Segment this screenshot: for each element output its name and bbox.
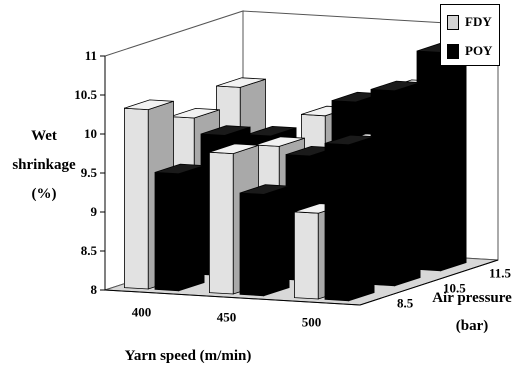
bar-poy	[370, 80, 421, 287]
z-axis-title-line1: Wet	[31, 128, 57, 144]
bar-top-face	[239, 184, 290, 195]
bar-front-face	[208, 151, 234, 295]
x-tick-label: 500	[302, 315, 322, 330]
bar-front-face	[154, 171, 180, 292]
y-tick-label: 8.5	[397, 296, 414, 311]
bar-poy	[154, 163, 205, 292]
y-axis-title-line1: Air pressure	[432, 290, 512, 306]
bar-front-face	[293, 211, 319, 300]
bar-top-face	[124, 99, 174, 111]
z-axis-title-line2: shrinkage	[12, 157, 76, 173]
bar-front-face	[324, 142, 350, 302]
z-tick-label: 9.5	[81, 165, 98, 180]
z-tick-label: 8	[91, 282, 98, 297]
legend-item-poy: POY	[447, 41, 492, 61]
x-axis-title: Yarn speed (m/min)	[125, 348, 252, 364]
bar-top-face	[370, 80, 421, 92]
bar-poy	[416, 42, 467, 272]
z-tick-label: 9	[91, 204, 98, 219]
bar-front-face	[239, 192, 265, 297]
bar-top-face	[170, 107, 220, 119]
legend-swatch-fdy	[447, 14, 459, 30]
ticks-layer: 8 8.5 9 9.5 10 10.5 11 400 450 500 8.5 10.5 11.5	[74, 48, 511, 330]
z-tick-label: 10	[84, 126, 97, 141]
bar-front-face	[370, 88, 396, 287]
bar-front-face	[124, 107, 149, 290]
bar-side-face	[440, 43, 467, 272]
bar-top-face	[255, 136, 305, 147]
legend: FDY POY	[440, 4, 500, 66]
bar-top-face	[209, 143, 259, 155]
legend-label-fdy: FDY	[465, 14, 492, 29]
bars-layer	[124, 42, 467, 302]
bar-side-face	[263, 185, 290, 297]
bar-side-face	[178, 165, 205, 292]
y-axis-line	[359, 259, 499, 306]
z-axis-title-line3: (%)	[32, 186, 57, 202]
x-tick-label: 450	[217, 310, 237, 325]
bar-front-face	[416, 50, 442, 272]
bar-poy	[324, 134, 375, 302]
y-tick-label: 11.5	[489, 266, 512, 281]
bar-top-face	[246, 125, 297, 137]
y-tick-label: 10.5	[443, 281, 466, 296]
bar-top-face	[200, 125, 251, 136]
bar-top-face	[216, 77, 266, 88]
legend-swatch-poy	[447, 43, 459, 59]
z-tick-label: 11	[85, 48, 97, 63]
bar-top-face	[324, 134, 375, 146]
y-axis-title-line2: (bar)	[456, 318, 489, 334]
bar-top-face	[154, 163, 205, 175]
legend-label-poy: POY	[465, 43, 493, 58]
bar-side-face	[348, 136, 375, 302]
bar-side-face	[394, 82, 421, 287]
z-tick-label: 8.5	[81, 243, 98, 258]
bar-poy	[239, 184, 290, 297]
x-tick-label: 400	[132, 305, 152, 320]
legend-item-fdy: FDY	[447, 12, 492, 32]
z-tick-label: 10.5	[74, 87, 97, 102]
x-axis-line	[104, 289, 361, 306]
